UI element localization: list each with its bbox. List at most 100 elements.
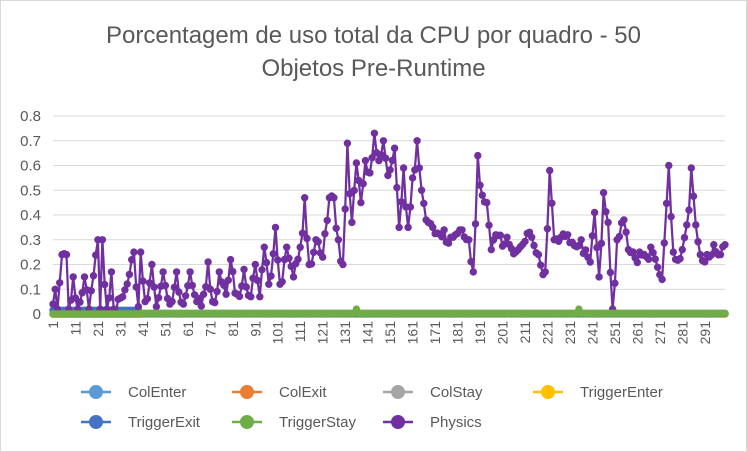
data-point <box>240 265 248 274</box>
data-point <box>721 241 729 249</box>
legend-label: Physics <box>430 414 482 431</box>
y-tick-label: 0.1 <box>20 281 41 298</box>
x-tick-label: 291 <box>697 321 713 345</box>
data-point <box>658 275 666 284</box>
data-point <box>420 199 428 208</box>
data-point <box>721 309 729 317</box>
data-point <box>195 294 203 303</box>
data-point <box>474 151 482 160</box>
data-point <box>359 180 367 188</box>
data-point <box>226 255 235 264</box>
data-point <box>368 154 376 162</box>
x-tick-label: 111 <box>292 321 308 342</box>
data-point <box>98 236 107 244</box>
data-point <box>143 295 152 303</box>
data-point <box>496 231 504 239</box>
data-point <box>334 236 343 244</box>
data-point <box>564 231 572 239</box>
data-point <box>251 260 260 269</box>
data-point <box>588 232 597 240</box>
data-point <box>408 174 417 182</box>
x-tick-label: 271 <box>652 321 668 345</box>
data-point <box>235 292 244 301</box>
data-point <box>229 267 237 276</box>
data-point <box>247 293 255 301</box>
data-point <box>701 258 709 266</box>
data-point <box>361 156 370 165</box>
data-point <box>620 216 628 224</box>
data-point <box>256 293 264 301</box>
data-point <box>51 285 59 293</box>
chart-title-line-2: Objetos Pre-Runtime <box>261 55 486 82</box>
data-point <box>186 268 194 276</box>
data-point <box>680 233 689 242</box>
data-point <box>357 198 365 207</box>
x-tick-label: 1 <box>45 321 61 329</box>
legend-item-triggerenter: TriggerEnter <box>533 384 663 401</box>
data-point <box>393 183 401 192</box>
x-tick-label: 151 <box>382 321 398 345</box>
x-tick-label: 191 <box>472 321 488 345</box>
legend-item-triggerstay: TriggerStay <box>232 414 356 431</box>
data-point <box>199 290 208 298</box>
y-tick-label: 0.6 <box>20 158 41 175</box>
data-point <box>476 181 484 189</box>
x-tick-label: 241 <box>584 321 600 345</box>
x-tick-label: 251 <box>607 321 623 345</box>
data-point <box>352 159 361 167</box>
y-tick-label: 0.2 <box>20 257 41 274</box>
chart-title-line-1: Porcentagem de uso total da CPU por quad… <box>106 22 641 49</box>
data-point <box>314 238 322 246</box>
data-point <box>105 294 113 302</box>
data-point <box>467 257 475 266</box>
data-point <box>685 206 693 214</box>
data-point <box>651 255 659 263</box>
legend-item-colstay: ColStay <box>383 384 483 401</box>
data-point <box>265 280 273 288</box>
data-point <box>298 229 307 237</box>
data-point <box>633 258 641 267</box>
data-point <box>348 218 356 227</box>
data-point <box>319 253 327 261</box>
data-point <box>440 226 448 234</box>
data-point <box>341 205 349 213</box>
y-tick-label: 0.8 <box>20 108 41 125</box>
data-point <box>438 233 446 241</box>
x-tick-label: 61 <box>180 321 196 337</box>
legend-marker <box>391 415 405 429</box>
data-point <box>148 260 156 269</box>
data-point <box>597 239 606 248</box>
legend-label: ColStay <box>430 384 483 401</box>
data-point <box>397 198 406 206</box>
data-point <box>404 223 412 232</box>
data-point <box>101 280 109 289</box>
legend-marker <box>240 415 254 429</box>
data-point <box>179 300 188 308</box>
data-point <box>388 156 397 165</box>
data-point <box>137 248 145 256</box>
data-point <box>599 189 608 197</box>
data-point <box>649 249 657 257</box>
legend-marker <box>541 385 555 399</box>
data-point <box>224 276 233 284</box>
data-point <box>310 248 318 257</box>
data-point <box>71 294 80 302</box>
data-point <box>590 208 599 217</box>
data-point <box>323 216 331 225</box>
x-tick-label: 181 <box>450 321 466 345</box>
data-point <box>172 268 181 276</box>
data-point <box>274 256 282 264</box>
data-point <box>487 245 495 254</box>
data-point <box>413 137 421 145</box>
x-tick-label: 261 <box>629 321 645 345</box>
data-point <box>534 250 543 259</box>
data-point <box>602 208 610 216</box>
x-tick-label: 121 <box>315 321 331 345</box>
data-point <box>262 258 271 267</box>
data-point <box>665 161 673 170</box>
data-point <box>676 254 684 263</box>
legend-item-colexit: ColExit <box>232 384 327 401</box>
data-point <box>197 302 206 310</box>
data-point <box>307 260 316 268</box>
